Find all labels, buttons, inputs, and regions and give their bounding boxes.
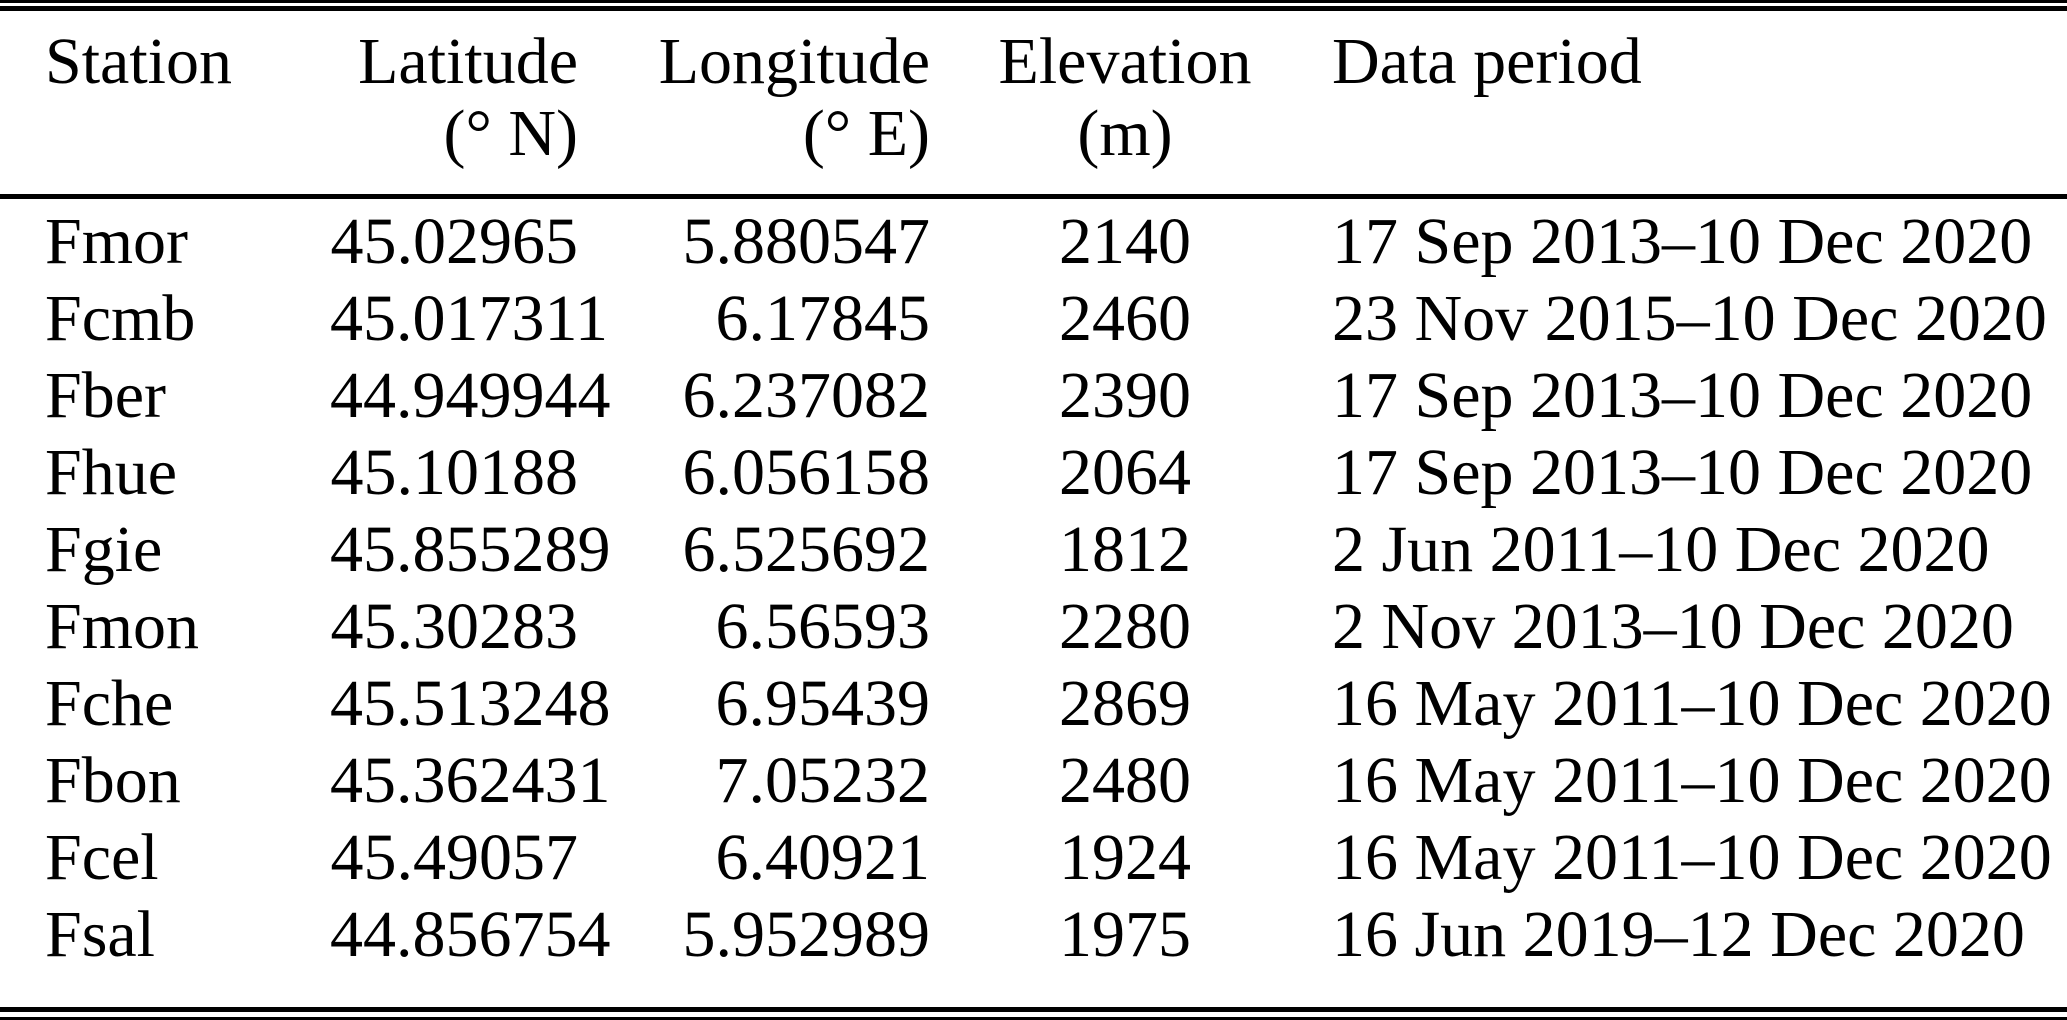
station-cell: Fmon <box>45 589 200 663</box>
elevation-cell: 2140 <box>1059 204 1191 278</box>
header-unit: (° N) <box>443 97 578 170</box>
latitude-cell: 45.362431 <box>330 743 611 817</box>
station-cell: Fsal <box>45 897 156 971</box>
table-row: Fsal 44.856754 5.952989 1975 16 Jun 2019… <box>0 896 2067 973</box>
data-period-cell: 17 Sep 2013–10 Dec 2020 <box>1332 358 2033 432</box>
header-label: Data period <box>1332 25 1642 98</box>
longitude-cell: 5.952989 <box>682 897 931 971</box>
column-header-longitude: Longitude (° E) <box>578 12 930 203</box>
station-metadata-table: Station Latitude (° N) Longitude (° E) E… <box>0 12 2067 973</box>
station-cell: Fche <box>45 666 174 740</box>
longitude-cell: 7.05232 <box>715 743 931 817</box>
data-period-cell: 16 May 2011–10 Dec 2020 <box>1332 743 2052 817</box>
table-row: Fber 44.949944 6.237082 2390 17 Sep 2013… <box>0 357 2067 434</box>
latitude-cell: 45.30283 <box>330 589 579 663</box>
table-row: Fcel 45.49057 6.40921 1924 16 May 2011–1… <box>0 819 2067 896</box>
table-row: Fcmb 45.017311 6.17845 2460 23 Nov 2015–… <box>0 280 2067 357</box>
station-cell: Fhue <box>45 435 177 509</box>
data-period-cell: 16 May 2011–10 Dec 2020 <box>1332 820 2052 894</box>
longitude-cell: 6.056158 <box>682 435 931 509</box>
latitude-cell: 44.949944 <box>330 358 611 432</box>
latitude-cell: 45.49057 <box>330 820 579 894</box>
station-cell: Fmor <box>45 204 189 278</box>
latitude-cell: 44.856754 <box>330 897 611 971</box>
latitude-cell: 45.10188 <box>330 435 579 509</box>
table-row: Fgie 45.855289 6.525692 1812 2 Jun 2011–… <box>0 511 2067 588</box>
elevation-cell: 2280 <box>1059 589 1191 663</box>
data-period-cell: 2 Jun 2011–10 Dec 2020 <box>1332 512 1990 586</box>
station-cell: Fgie <box>45 512 163 586</box>
elevation-cell: 1924 <box>1059 820 1191 894</box>
elevation-cell: 1975 <box>1059 897 1191 971</box>
longitude-cell: 6.95439 <box>715 666 931 740</box>
table-row: Fbon 45.362431 7.05232 2480 16 May 2011–… <box>0 742 2067 819</box>
station-cell: Fber <box>45 358 166 432</box>
longitude-cell: 6.525692 <box>682 512 931 586</box>
elevation-cell: 1812 <box>1059 512 1191 586</box>
table-row: Fhue 45.10188 6.056158 2064 17 Sep 2013–… <box>0 434 2067 511</box>
longitude-cell: 6.237082 <box>682 358 931 432</box>
data-period-cell: 17 Sep 2013–10 Dec 2020 <box>1332 435 2033 509</box>
table-row: Fmon 45.30283 6.56593 2280 2 Nov 2013–10… <box>0 588 2067 665</box>
elevation-cell: 2460 <box>1059 281 1191 355</box>
longitude-cell: 6.40921 <box>715 820 931 894</box>
table-top-rule-thick <box>0 6 2067 11</box>
column-header-elevation: Elevation (m) <box>930 12 1320 203</box>
column-header-latitude: Latitude (° N) <box>330 12 578 203</box>
table-top-rule-thin <box>0 0 2067 3</box>
table-row: Fche 45.513248 6.95439 2869 16 May 2011–… <box>0 665 2067 742</box>
station-cell: Fbon <box>45 743 181 817</box>
data-period-cell: 16 May 2011–10 Dec 2020 <box>1332 666 2052 740</box>
header-label: Latitude <box>358 25 578 98</box>
data-period-cell: 2 Nov 2013–10 Dec 2020 <box>1332 589 2014 663</box>
column-header-data-period: Data period <box>1320 12 2067 203</box>
station-cell: Fcel <box>45 820 159 894</box>
elevation-cell: 2480 <box>1059 743 1191 817</box>
latitude-cell: 45.513248 <box>330 666 611 740</box>
header-label: Longitude <box>658 25 930 98</box>
header-unit: (° E) <box>802 97 930 170</box>
data-period-cell: 16 Jun 2019–12 Dec 2020 <box>1332 897 2025 971</box>
elevation-cell: 2869 <box>1059 666 1191 740</box>
header-row: Station Latitude (° N) Longitude (° E) E… <box>0 12 2067 203</box>
elevation-cell: 2390 <box>1059 358 1191 432</box>
longitude-cell: 6.56593 <box>715 589 931 663</box>
table-bottom-rule-thin <box>0 1017 2067 1020</box>
table-header-rule <box>0 194 2067 199</box>
latitude-cell: 45.02965 <box>330 204 579 278</box>
table-row: Fmor 45.02965 5.880547 2140 17 Sep 2013–… <box>0 203 2067 280</box>
data-period-cell: 23 Nov 2015–10 Dec 2020 <box>1332 281 2047 355</box>
table-bottom-rule-thick <box>0 1007 2067 1012</box>
station-cell: Fcmb <box>45 281 196 355</box>
header-label: Station <box>45 25 233 98</box>
header-label: Elevation <box>998 25 1252 98</box>
column-header-station: Station <box>0 12 330 203</box>
data-period-cell: 17 Sep 2013–10 Dec 2020 <box>1332 204 2033 278</box>
latitude-cell: 45.017311 <box>330 281 609 355</box>
header-unit: (m) <box>1077 97 1173 170</box>
latitude-cell: 45.855289 <box>330 512 611 586</box>
longitude-cell: 5.880547 <box>682 204 931 278</box>
longitude-cell: 6.17845 <box>715 281 931 355</box>
elevation-cell: 2064 <box>1059 435 1191 509</box>
